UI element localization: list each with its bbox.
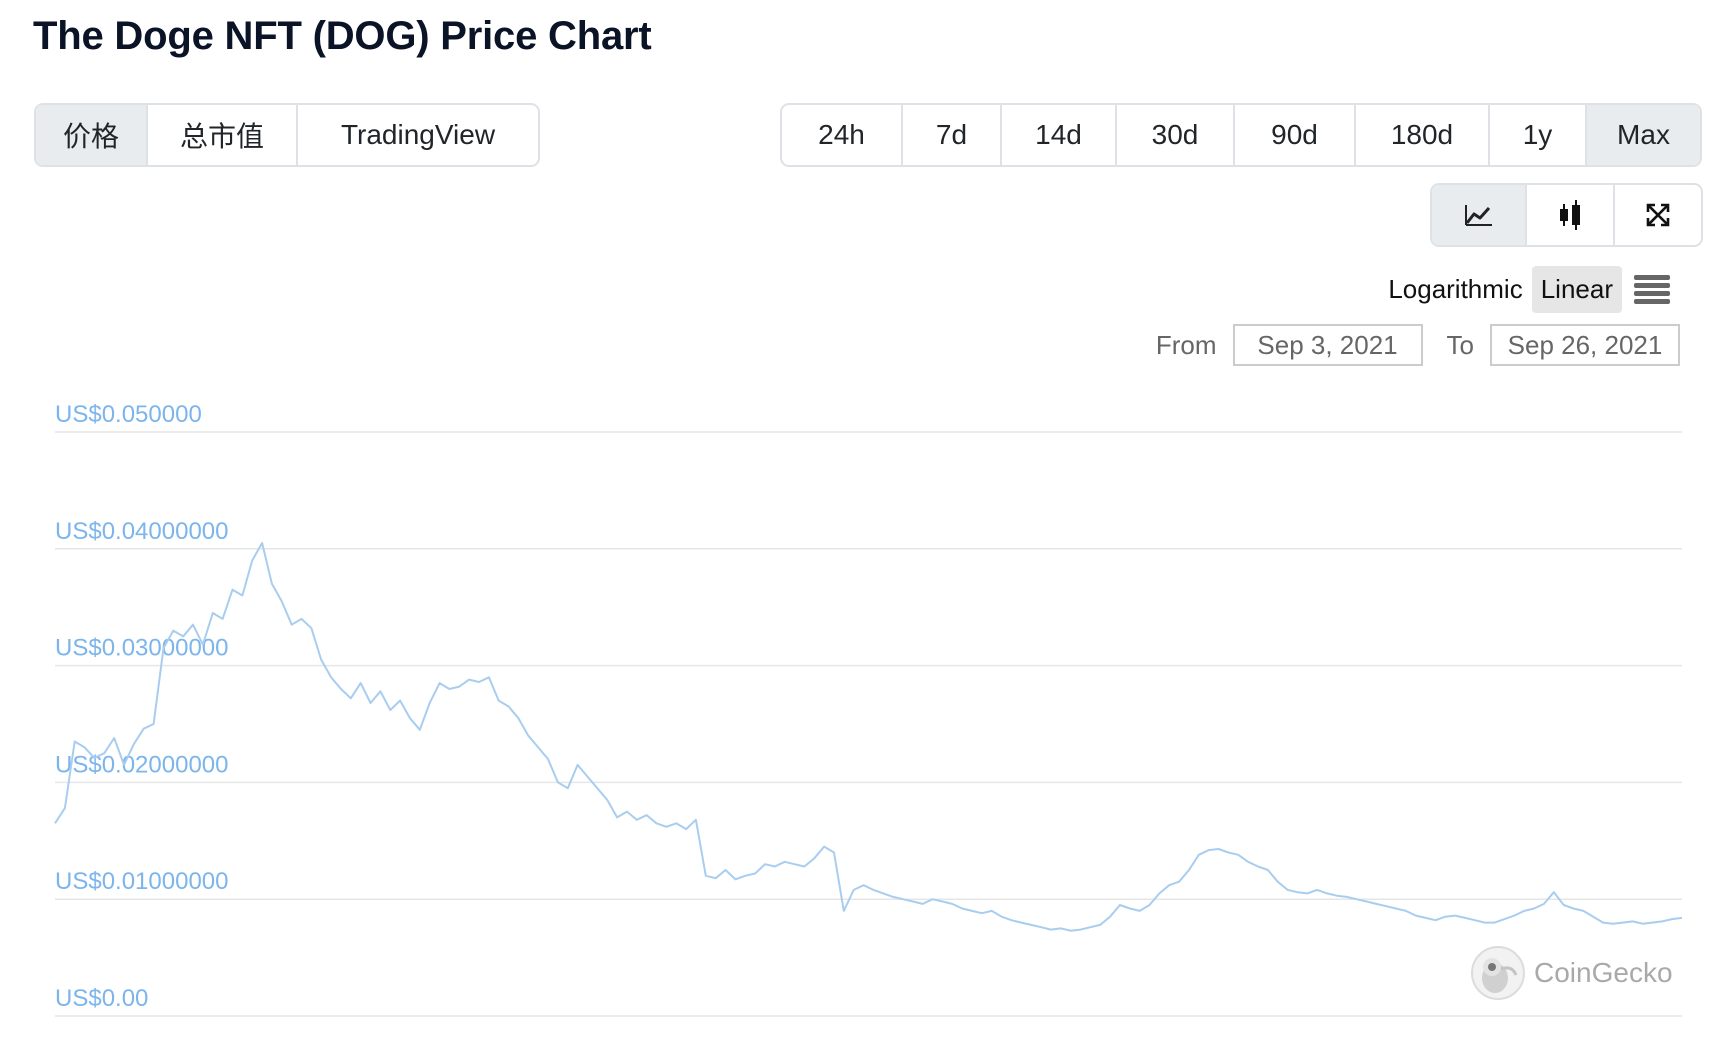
range-180d[interactable]: 180d [1356, 105, 1490, 165]
range-30d[interactable]: 30d [1117, 105, 1235, 165]
y-tick-label: US$0.00 [55, 985, 148, 1012]
price-series [54, 542, 1683, 932]
linear-scale-button[interactable]: Linear [1531, 266, 1622, 313]
menu-icon[interactable] [1634, 274, 1670, 305]
fullscreen-icon[interactable] [1615, 185, 1701, 245]
line-chart-icon[interactable] [1432, 185, 1527, 245]
y-tick-label: US$0.04000000 [55, 518, 228, 545]
gecko-logo-icon [1471, 946, 1525, 1000]
range-7d[interactable]: 7d [903, 105, 1002, 165]
range-24h[interactable]: 24h [782, 105, 903, 165]
price-line [54, 542, 1683, 932]
from-label: From [1155, 329, 1217, 360]
chart-type-selector [1430, 183, 1703, 247]
y-tick-label: US$0.02000000 [55, 751, 228, 778]
range-14d[interactable]: 14d [1002, 105, 1117, 165]
y-axis-labels: US$0.00 US$0.01000000 US$0.02000000 US$0.03… [55, 401, 228, 1012]
grid-lines [55, 431, 1682, 1017]
range-90d[interactable]: 90d [1235, 105, 1356, 165]
watermark-text: CoinGecko [1534, 957, 1673, 988]
coingecko-watermark: CoinGecko [1470, 945, 1673, 1001]
chart-view-tabs: 价格 总市值 TradingView [34, 103, 540, 167]
tab-price[interactable]: 价格 [36, 105, 148, 165]
candlestick-icon[interactable] [1527, 185, 1615, 245]
tab-market-cap[interactable]: 总市值 [148, 105, 298, 165]
from-date-input[interactable] [1232, 324, 1423, 366]
to-date-input[interactable] [1490, 324, 1680, 366]
range-1y[interactable]: 1y [1490, 105, 1587, 165]
scale-toggle: Logarithmic Linear [1379, 266, 1670, 313]
range-max[interactable]: Max [1587, 105, 1700, 165]
y-tick-label: US$0.050000 [55, 401, 202, 428]
tab-tradingview[interactable]: TradingView [340, 119, 496, 150]
y-tick-label: US$0.01000000 [55, 868, 228, 895]
time-range-selector: 24h 7d 14d 30d 90d 180d 1y Max [780, 103, 1702, 167]
logarithmic-scale-button[interactable]: Logarithmic [1388, 274, 1523, 304]
y-tick-label: US$0.03000000 [55, 635, 228, 662]
date-range-selector: From To [1156, 324, 1680, 366]
price-chart: US$0.00 US$0.01000000 US$0.02000000 US$0.03… [54, 401, 1683, 1017]
to-label: To [1446, 329, 1474, 360]
page-title: The Doge NFT (DOG) Price Chart [33, 14, 652, 58]
